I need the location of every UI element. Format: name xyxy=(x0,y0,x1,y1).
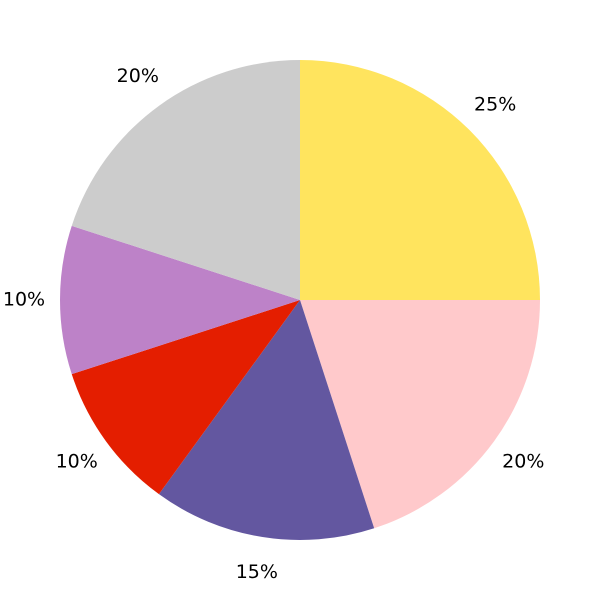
slice-label: 25% xyxy=(474,93,516,115)
pie-slice xyxy=(158,300,375,540)
slice-label: 10% xyxy=(3,289,45,311)
pie-slice xyxy=(300,300,540,529)
slice-label: 20% xyxy=(117,65,159,87)
pie-slice xyxy=(71,60,301,300)
pie-slice xyxy=(71,300,301,495)
pie-slice xyxy=(300,60,540,300)
slice-label: 20% xyxy=(502,451,544,473)
pie-slice xyxy=(59,225,300,375)
slice-label: 15% xyxy=(236,561,278,583)
slice-label: 10% xyxy=(56,451,98,473)
